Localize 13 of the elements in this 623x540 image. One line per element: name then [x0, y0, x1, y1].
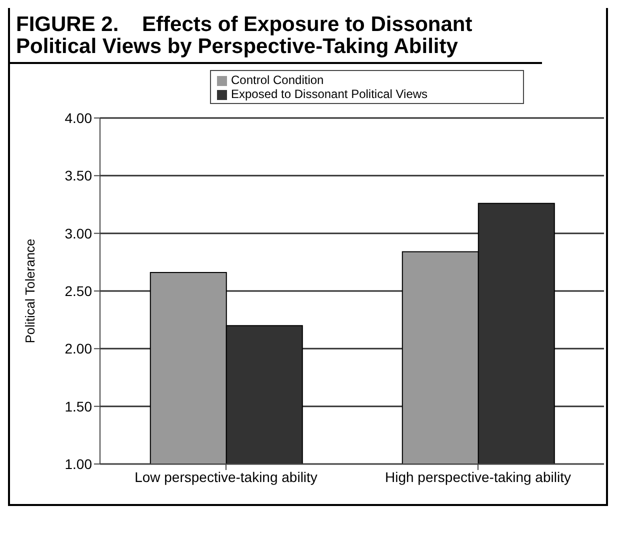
chart-title: FIGURE 2. Effects of Exposure to Dissonant Political Views by Perspective-Taking Ability [10, 8, 542, 64]
y-tick-label: 2.00 [64, 340, 92, 357]
legend-label: Control Condition [231, 73, 324, 87]
x-tick-label: High perspective-taking ability [385, 468, 571, 485]
y-tick-label: 1.00 [64, 456, 92, 472]
x-tick-label: Low perspective-taking ability [134, 468, 318, 485]
y-tick-label: 2.50 [64, 282, 92, 299]
y-tick-label: 1.50 [64, 398, 92, 414]
y-tick-label: 3.50 [64, 168, 92, 184]
y-tick-label: 4.00 [64, 110, 92, 126]
y-axis-title: Political Tolerance [22, 238, 38, 344]
legend-label: Exposed to Dissonant Political Views [231, 87, 428, 101]
y-tick-label: 3.00 [64, 225, 92, 242]
